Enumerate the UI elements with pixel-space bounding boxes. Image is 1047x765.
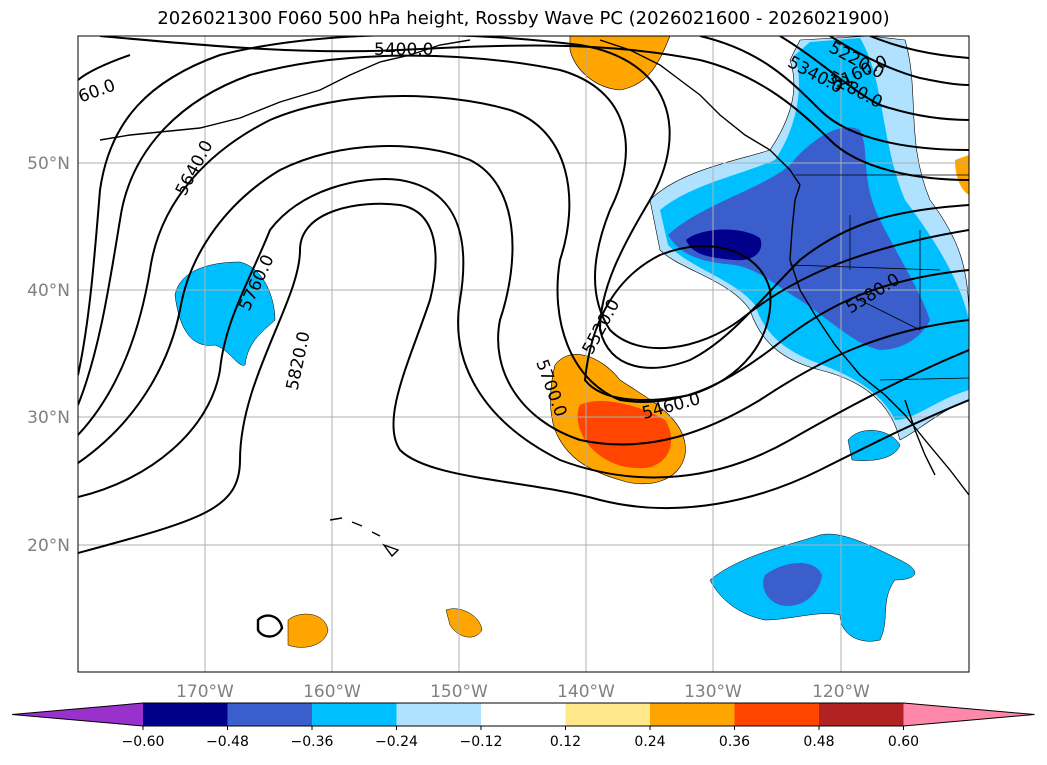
- colorbar-segment: [312, 703, 397, 726]
- map-frame: [77, 35, 970, 673]
- anomaly-shading: [174, 36, 969, 648]
- colorbar-segment: [396, 703, 482, 726]
- contour-5560-edge: [78, 54, 131, 81]
- gridlines: [78, 36, 969, 672]
- latitude-labels: 50°N 40°N 30°N 20°N: [27, 154, 70, 556]
- colorbar-extend-high: [903, 703, 1035, 726]
- colorbar-tick-label: 0.48: [803, 734, 834, 750]
- colorbar-segment: [227, 703, 313, 726]
- colorbar-tick-label: −0.12: [460, 734, 503, 750]
- lon-label-160w: 160°W: [303, 682, 361, 702]
- lat-label-50n: 50°N: [27, 154, 70, 174]
- colorbar: −0.60 −0.48 −0.36 −0.24 −0.12 0.12 0.24 0.36 0.4…: [11, 702, 1035, 750]
- negative-anomaly-west: [174, 261, 276, 366]
- coastlines: [99, 39, 969, 558]
- borders: [789, 174, 969, 381]
- positive-anomaly-central-core: [577, 400, 672, 469]
- negative-anomaly-south-core: [763, 562, 822, 606]
- positive-anomaly-south-central: [445, 608, 483, 638]
- colorbar-segment: [565, 703, 651, 726]
- lat-label-20n: 20°N: [27, 536, 70, 556]
- contour-5820: [78, 202, 969, 554]
- baja-coast: [904, 399, 936, 476]
- colorbar-tick-label: −0.48: [206, 734, 249, 750]
- us-mexico-border: [879, 377, 969, 381]
- colorbar-segment: [819, 703, 904, 726]
- colorbar-segment: [481, 703, 566, 726]
- colorbar-tick-label: 0.60: [888, 734, 919, 750]
- positive-anomaly-north: [569, 36, 671, 91]
- contour-5220: [829, 36, 969, 86]
- aleutian-islands: [99, 39, 471, 141]
- longitude-labels: 170°W 160°W 150°W 140°W 130°W 120°W: [176, 682, 870, 702]
- alaska-bc-coast: [599, 39, 801, 186]
- negative-anomaly-strong-core: [686, 229, 762, 261]
- negative-anomaly-core: [668, 127, 930, 350]
- map-title: 2026021300 F060 500 hPa height, Rossby W…: [157, 8, 890, 29]
- colorbar-tick-label: 0.24: [634, 734, 665, 750]
- positive-anomaly-southwest: [287, 613, 329, 648]
- contour-5580: [78, 54, 969, 406]
- us-west-coast: [789, 184, 969, 496]
- state-borders: [789, 215, 941, 331]
- colorbar-extend-low: [12, 703, 143, 726]
- colorbar-tick-label: −0.36: [291, 734, 334, 750]
- lon-label-140w: 140°W: [557, 682, 615, 702]
- contour-5520: [78, 36, 969, 376]
- colorbar-segment: [143, 703, 228, 726]
- contour-5340: [699, 36, 969, 151]
- contour-5700: [78, 145, 969, 464]
- contour-5460-closed: [583, 245, 772, 401]
- contour-label-5400: 5400.0: [374, 40, 433, 60]
- contour-5280: [779, 36, 969, 121]
- map-plot-area: 5160.0 5220.0 5280.0 5340.0 5400.0 5460.…: [78, 36, 969, 672]
- lat-label-30n: 30°N: [27, 408, 70, 428]
- contour-5760: [78, 178, 969, 498]
- height-contours: [78, 36, 969, 638]
- colorbar-tick-label: −0.24: [375, 734, 418, 750]
- contour-closed-southwest: [256, 614, 284, 638]
- lon-label-170w: 170°W: [176, 682, 234, 702]
- colorbar-segment: [734, 703, 820, 726]
- lon-label-130w: 130°W: [684, 682, 742, 702]
- lon-label-120w: 120°W: [812, 682, 870, 702]
- contour-5160: [869, 36, 969, 59]
- colorbar-segment: [650, 703, 735, 726]
- colorbar-tick-label: 0.36: [719, 734, 750, 750]
- contour-5640: [78, 95, 969, 436]
- hawaiian-islands: [329, 517, 400, 558]
- colorbar-tick-label: −0.60: [122, 734, 165, 750]
- colorbar-tick-label: 0.12: [550, 734, 581, 750]
- lon-label-150w: 150°W: [430, 682, 488, 702]
- lat-label-40n: 40°N: [27, 281, 70, 301]
- contour-5400: [99, 36, 969, 181]
